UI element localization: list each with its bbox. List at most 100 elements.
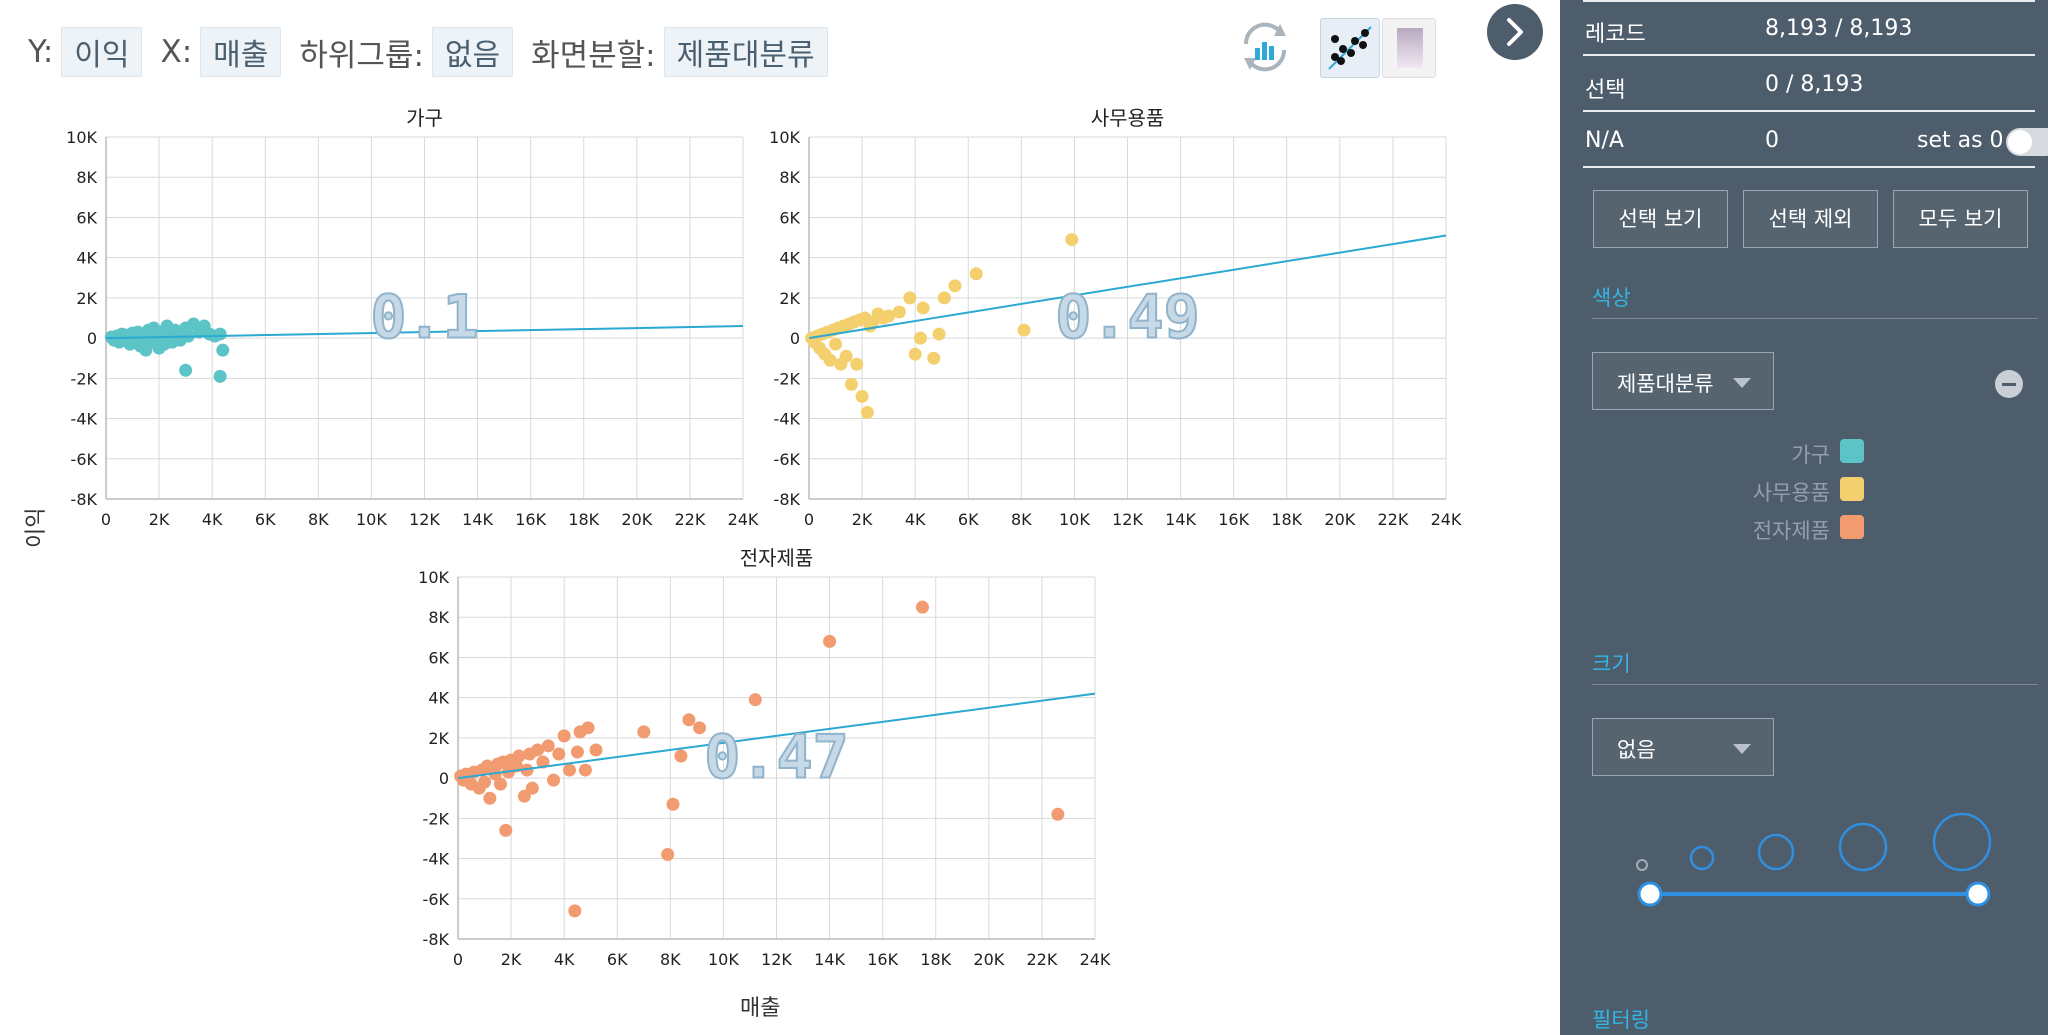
data-point[interactable]	[570, 745, 584, 759]
refresh-chart-icon	[1243, 22, 1287, 72]
scatter-charts[interactable]: 0 2K 4K 6K 8K 10K 12K 14K 16K 18K 20K 22K 24K 10K 8K 6K…	[0, 0, 1560, 1035]
data-point[interactable]	[908, 347, 922, 361]
y-tick-label: 8K	[428, 608, 449, 627]
data-point[interactable]	[969, 267, 983, 281]
data-point[interactable]	[666, 797, 680, 811]
data-point[interactable]	[882, 309, 896, 323]
data-point[interactable]	[525, 781, 539, 795]
data-point[interactable]	[937, 291, 951, 305]
data-point[interactable]	[855, 389, 869, 403]
collapse-panel-button[interactable]	[1487, 4, 1543, 60]
x-tick-label: 18K	[1271, 510, 1302, 529]
color-section-title: 색상	[1592, 286, 1631, 310]
data-point[interactable]	[913, 331, 927, 345]
legend-swatch[interactable]	[1840, 515, 1864, 539]
legend-item[interactable]: 전자제품	[1620, 513, 1880, 543]
data-point[interactable]	[948, 279, 962, 293]
data-point[interactable]	[823, 634, 837, 648]
y-tick-label: 0	[790, 329, 800, 348]
data-point[interactable]	[520, 763, 534, 777]
data-point[interactable]	[748, 693, 762, 707]
data-point[interactable]	[213, 369, 227, 383]
refresh-chart-button[interactable]	[1236, 18, 1294, 76]
y-tick-label: 6K	[76, 208, 97, 227]
data-point[interactable]	[932, 327, 946, 341]
data-point[interactable]	[661, 848, 675, 862]
data-point[interactable]	[916, 301, 930, 315]
set-zero-toggle[interactable]	[2006, 128, 2048, 156]
x-tick-label: 12K	[761, 950, 792, 969]
data-point[interactable]	[578, 763, 592, 777]
data-point[interactable]	[493, 777, 507, 791]
exclude-selected-button[interactable]: 선택 제외	[1743, 190, 1878, 248]
size-slider-max-handle[interactable]	[1965, 881, 1991, 907]
data-point[interactable]	[213, 327, 227, 341]
size-slider-min-handle[interactable]	[1637, 881, 1663, 907]
split-selector[interactable]: 제품대분류	[663, 27, 828, 77]
color-dropdown[interactable]: 제품대분류	[1592, 352, 1774, 410]
data-point[interactable]	[823, 353, 837, 367]
data-point[interactable]	[682, 713, 696, 727]
data-point[interactable]	[637, 725, 651, 739]
data-point[interactable]	[581, 721, 595, 735]
legend-item[interactable]: 가구	[1620, 437, 1880, 467]
y-tick-label: -8K	[774, 490, 801, 509]
legend-swatch[interactable]	[1840, 439, 1864, 463]
r-squared-label: 0.1	[370, 283, 478, 353]
gradient-icon	[1397, 28, 1423, 68]
y-tick-label: 10K	[418, 568, 449, 587]
legend-swatch[interactable]	[1840, 477, 1864, 501]
data-point[interactable]	[547, 773, 561, 787]
data-point[interactable]	[1065, 233, 1079, 247]
data-point[interactable]	[499, 823, 513, 837]
y-tick-label: -4K	[774, 410, 801, 429]
data-point[interactable]	[674, 749, 688, 763]
data-point[interactable]	[829, 337, 843, 351]
view-selected-button[interactable]: 선택 보기	[1593, 190, 1728, 248]
data-point[interactable]	[892, 305, 906, 319]
trendline-toggle-button[interactable]	[1320, 18, 1380, 78]
data-point[interactable]	[1051, 807, 1065, 821]
y-tick-label: 6K	[428, 648, 449, 667]
data-point[interactable]	[568, 904, 582, 918]
data-point[interactable]	[693, 721, 707, 735]
data-point[interactable]	[844, 377, 858, 391]
data-point[interactable]	[541, 739, 555, 753]
view-all-button[interactable]: 모두 보기	[1893, 190, 2028, 248]
x-axis-selector[interactable]: 매출	[200, 27, 282, 77]
data-point[interactable]	[915, 600, 929, 614]
legend-item[interactable]: 사무용품	[1620, 475, 1880, 505]
data-point[interactable]	[903, 291, 917, 305]
data-point[interactable]	[216, 343, 230, 357]
data-point[interactable]	[517, 789, 531, 803]
data-point[interactable]	[483, 791, 497, 805]
data-point[interactable]	[552, 747, 566, 761]
y-axis-selector[interactable]: 이익	[61, 27, 143, 77]
data-point[interactable]	[562, 763, 576, 777]
data-point[interactable]	[850, 357, 864, 371]
data-point[interactable]	[557, 729, 571, 743]
y-tick-label: 2K	[428, 729, 449, 748]
data-point[interactable]	[512, 749, 526, 763]
data-point[interactable]	[531, 743, 545, 757]
toolbar: Y: 이익 X: 매출 하위그룹: 없음 화면분할: 제품대분류	[28, 27, 846, 77]
data-point[interactable]	[536, 755, 550, 769]
x-tick-label: 2K	[501, 950, 522, 969]
y-tick-label: 4K	[428, 689, 449, 708]
remove-color-button[interactable]	[1995, 370, 2023, 398]
data-point[interactable]	[839, 349, 853, 363]
x-tick-label: 22K	[674, 510, 705, 529]
data-point[interactable]	[927, 351, 941, 365]
subgroup-label: 하위그룹:	[299, 37, 424, 74]
data-point[interactable]	[179, 363, 193, 377]
data-point[interactable]	[860, 406, 874, 420]
x-tick-label: 6K	[958, 510, 979, 529]
gradient-button[interactable]	[1382, 18, 1436, 78]
data-point[interactable]	[478, 775, 492, 789]
subgroup-selector[interactable]: 없음	[431, 27, 514, 77]
data-point[interactable]	[1017, 323, 1031, 337]
trend-line	[808, 234, 1447, 340]
size-dropdown[interactable]: 없음	[1592, 718, 1774, 776]
data-point[interactable]	[589, 743, 603, 757]
chart-title: 전자제품	[740, 546, 814, 570]
